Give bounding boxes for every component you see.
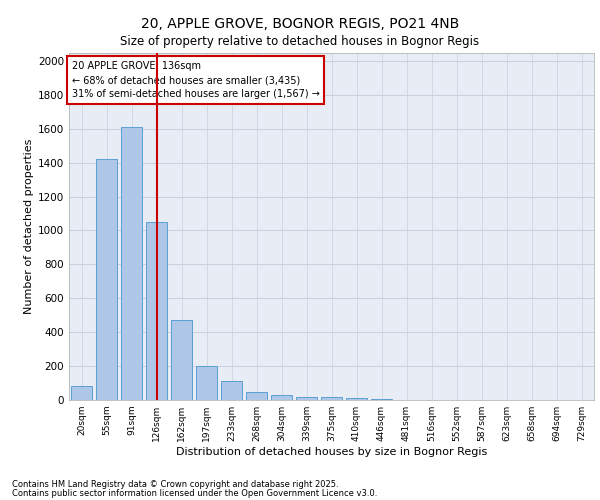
Bar <box>371 399 392 400</box>
Bar <box>321 398 342 400</box>
Text: Size of property relative to detached houses in Bognor Regis: Size of property relative to detached ho… <box>121 35 479 48</box>
Y-axis label: Number of detached properties: Number of detached properties <box>24 138 34 314</box>
Bar <box>96 160 117 400</box>
Bar <box>246 392 267 400</box>
X-axis label: Distribution of detached houses by size in Bognor Regis: Distribution of detached houses by size … <box>176 447 487 457</box>
Text: 20, APPLE GROVE, BOGNOR REGIS, PO21 4NB: 20, APPLE GROVE, BOGNOR REGIS, PO21 4NB <box>141 18 459 32</box>
Text: Contains public sector information licensed under the Open Government Licence v3: Contains public sector information licen… <box>12 489 377 498</box>
Bar <box>296 396 317 400</box>
Text: Contains HM Land Registry data © Crown copyright and database right 2025.: Contains HM Land Registry data © Crown c… <box>12 480 338 489</box>
Bar <box>146 222 167 400</box>
Bar <box>346 398 367 400</box>
Bar <box>196 366 217 400</box>
Bar <box>71 386 92 400</box>
Bar <box>171 320 192 400</box>
Bar <box>221 382 242 400</box>
Bar <box>271 395 292 400</box>
Bar <box>121 127 142 400</box>
Text: 20 APPLE GROVE: 136sqm
← 68% of detached houses are smaller (3,435)
31% of semi-: 20 APPLE GROVE: 136sqm ← 68% of detached… <box>71 61 320 99</box>
